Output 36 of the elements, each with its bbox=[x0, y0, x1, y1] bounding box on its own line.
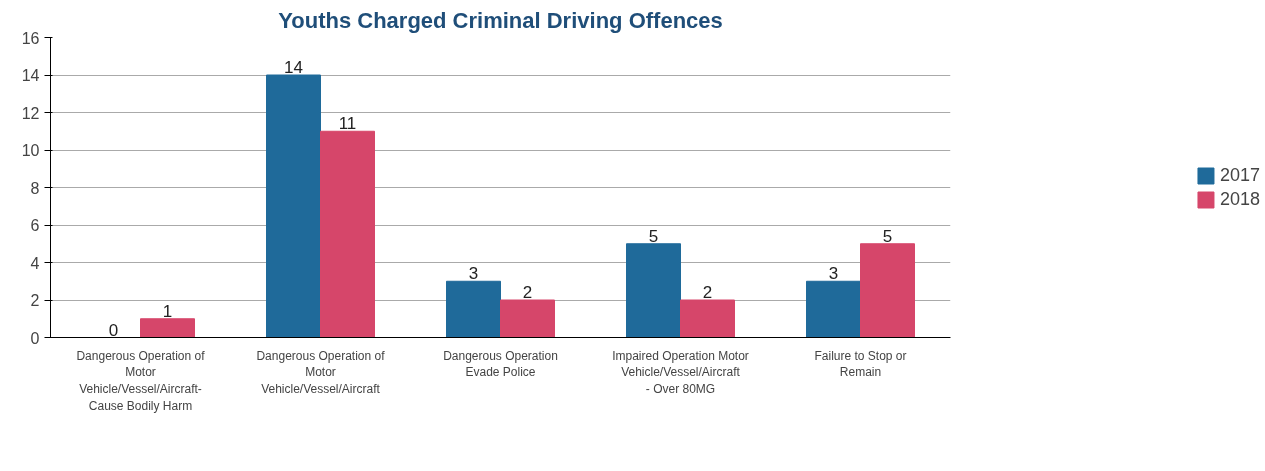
data-label: 2 bbox=[522, 283, 533, 302]
bar bbox=[860, 243, 915, 338]
legend-label: 2018 bbox=[1219, 188, 1261, 210]
chart-title: Youths Charged Criminal Driving Offences bbox=[278, 7, 723, 33]
bar bbox=[500, 299, 555, 338]
x-tick-label: Impaired Operation Motor Vehicle/Vessel/Aircraft - Over 80MG bbox=[612, 348, 749, 397]
data-label: 14 bbox=[284, 58, 303, 77]
data-label: 1 bbox=[162, 301, 173, 321]
y-tick-label: 14 bbox=[21, 67, 40, 84]
x-tick-label: Dangerous Operation Evade Police bbox=[443, 348, 558, 380]
y-tick-label: 0 bbox=[30, 329, 40, 347]
y-tick-label: 6 bbox=[30, 217, 40, 234]
data-label: 11 bbox=[338, 114, 357, 134]
data-label: 3 bbox=[468, 264, 479, 284]
bar bbox=[680, 299, 735, 338]
x-tick-label: Dangerous Operation of Motor Vehicle/Vessel/Aircraft bbox=[256, 348, 386, 397]
bar bbox=[806, 280, 861, 338]
y-tick-label: 16 bbox=[21, 29, 40, 47]
y-tick-label: 8 bbox=[30, 179, 40, 197]
bar bbox=[320, 130, 375, 338]
data-label: 2 bbox=[702, 283, 713, 302]
y-tick-label: 4 bbox=[30, 254, 40, 272]
x-tick-label: Dangerous Operation of Motor Vehicle/Vessel/Aircraft- Cause Bodily Harm bbox=[76, 348, 206, 413]
bar bbox=[446, 280, 501, 338]
y-tick-label: 10 bbox=[21, 142, 40, 159]
legend-label: 2017 bbox=[1219, 164, 1261, 186]
data-label: 0 bbox=[108, 320, 119, 340]
data-label: 5 bbox=[648, 226, 659, 246]
data-label: 5 bbox=[882, 226, 893, 246]
bar bbox=[140, 318, 195, 338]
x-tick-label: Failure to Stop or Remain bbox=[814, 348, 907, 380]
bar bbox=[266, 74, 321, 338]
data-label: 3 bbox=[828, 264, 839, 284]
bar bbox=[626, 243, 681, 338]
y-tick-label: 2 bbox=[30, 292, 40, 309]
y-tick-label: 12 bbox=[21, 104, 40, 122]
